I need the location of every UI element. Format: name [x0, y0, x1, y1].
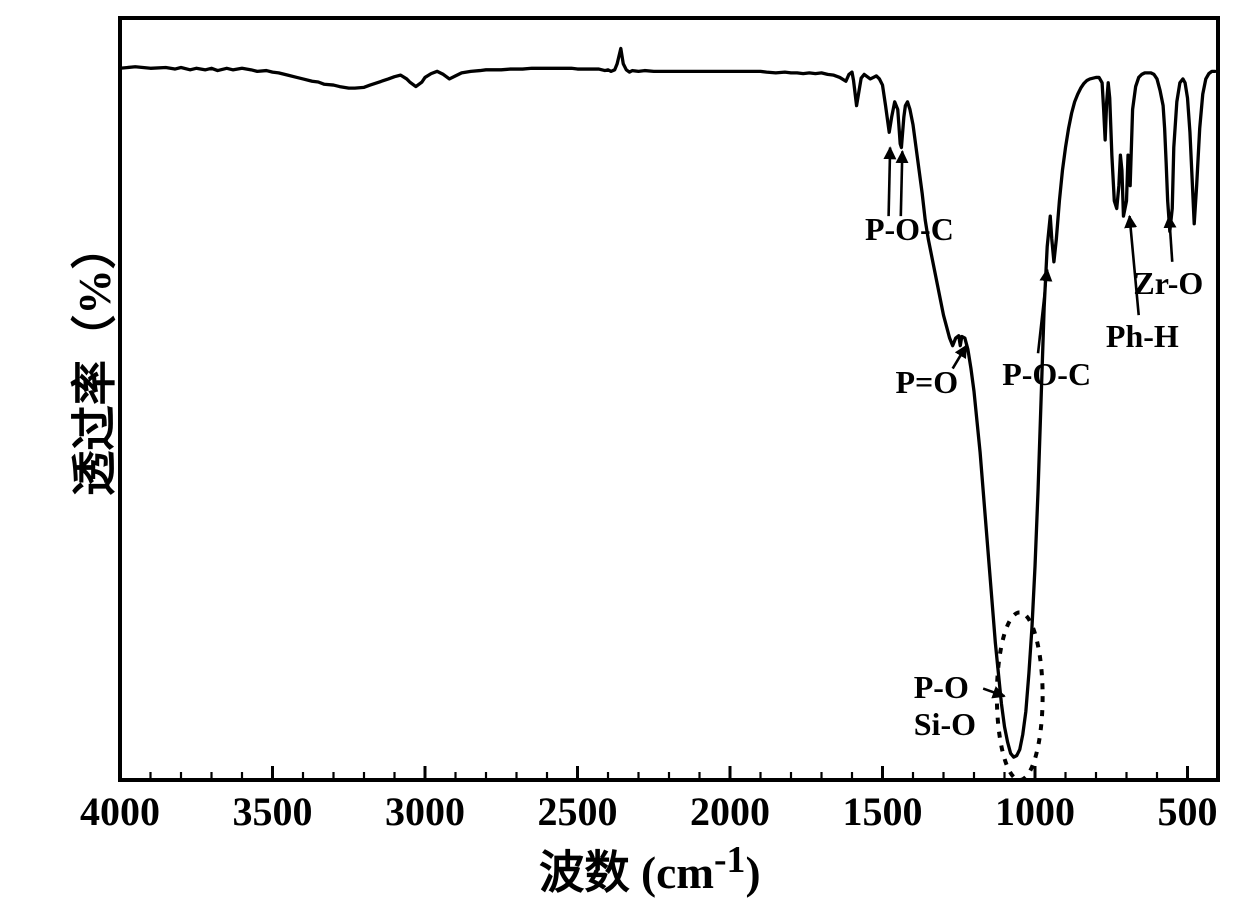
x-tick-label: 4000 [65, 788, 175, 835]
chart-svg [0, 0, 1240, 905]
x-tick-label: 500 [1133, 788, 1240, 835]
x-tick-label: 2000 [675, 788, 785, 835]
peak-label: Zr-O [1133, 265, 1203, 302]
x-tick-label: 1500 [828, 788, 938, 835]
peak-label: P-O-C [865, 211, 954, 248]
y-axis-label: 透过率（%） [58, 224, 124, 496]
x-axis-label: 波数 (cm-1) [539, 836, 761, 902]
x-tick-label: 3000 [370, 788, 480, 835]
peak-label: P-O Si-O [914, 669, 976, 743]
peak-label: P=O [895, 364, 958, 401]
x-tick-label: 1000 [980, 788, 1090, 835]
peak-label: Ph-H [1106, 318, 1179, 355]
peak-label: P-O-C [1002, 356, 1091, 393]
x-tick-label: 3500 [218, 788, 328, 835]
x-tick-label: 2500 [523, 788, 633, 835]
ir-spectrum-figure: 4000 3500 3000 2500 2000 1500 1000 500 波数 (cm-1… [0, 0, 1240, 905]
